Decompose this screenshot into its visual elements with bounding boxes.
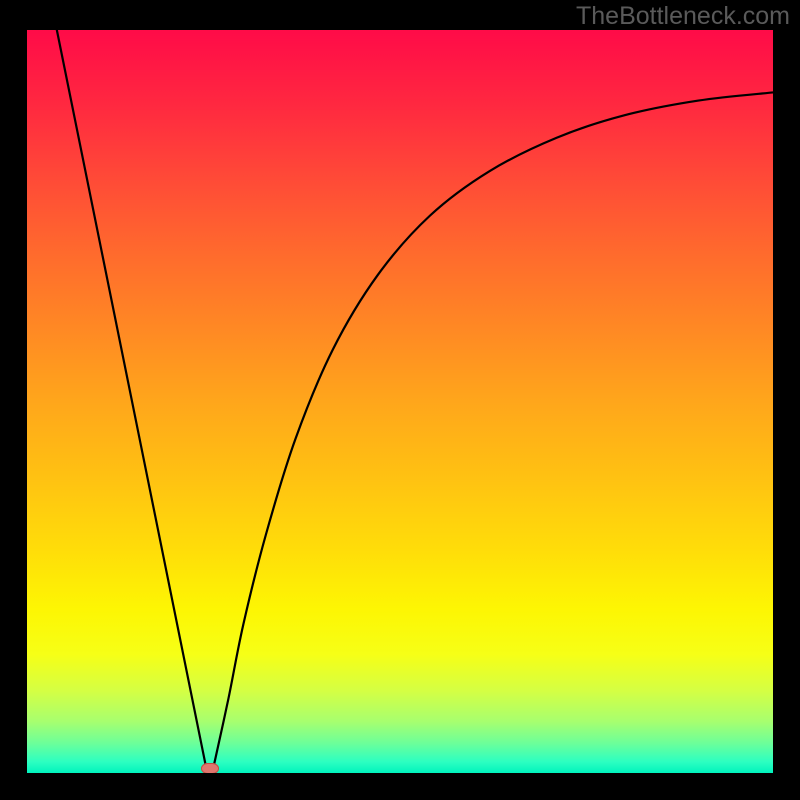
- chart-container: TheBottleneck.com: [0, 0, 800, 800]
- curve-overlay: [27, 30, 773, 773]
- bottleneck-marker: [201, 763, 219, 773]
- plot-area: [27, 30, 773, 773]
- watermark-label: TheBottleneck.com: [576, 2, 790, 31]
- curve-left-branch: [57, 30, 206, 767]
- curve-right-branch: [214, 92, 774, 767]
